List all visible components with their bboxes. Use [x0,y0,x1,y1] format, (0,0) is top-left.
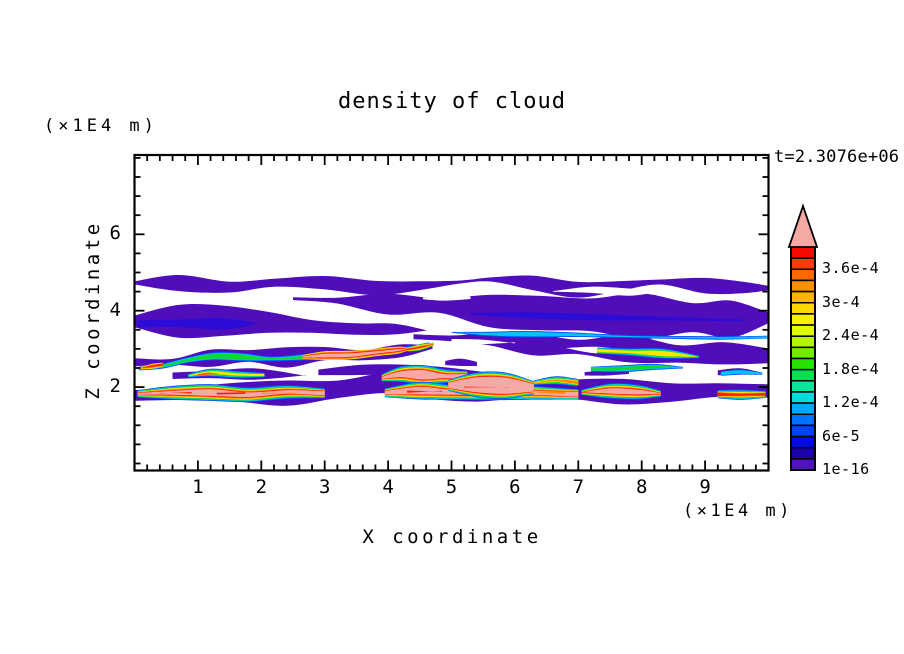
colorbar-label: 2.4e-4 [822,326,880,345]
x-tick-label: 8 [635,476,648,498]
contour-band [216,392,246,395]
x-axis-title: X coordinate [362,526,542,548]
contour-band [423,296,471,301]
contour-bands [134,274,769,406]
x-axis-unit-label: (×1E4 m) [683,501,793,521]
colorbar-segment [790,346,816,360]
colorbar-label: 3e-4 [822,292,861,311]
colorbar-segment [790,313,816,326]
x-tick-label: 1 [192,476,204,498]
contour-band [134,304,427,339]
colorbar [787,203,819,471]
colorbar-segment [790,302,816,315]
contour-band [302,348,408,358]
x-tick-label: 4 [382,476,394,498]
contour-band [464,386,509,388]
colorbar-segment [790,246,816,259]
colorbar-segment [790,402,816,416]
colorbar-overflow-arrow-icon [787,203,819,248]
contour-band [197,373,217,375]
contour-band [381,369,468,380]
contour-band [407,390,442,393]
contour-band [451,331,769,339]
colorbar-segment [790,268,816,282]
contour-band [552,286,655,296]
time-stamp-label: t=2.3076e+06 [774,147,900,167]
colorbar-segment [790,290,816,304]
contour-band [159,392,192,394]
colorbar-segment [790,391,816,404]
y-tick-label: 4 [109,298,121,321]
contour-band [134,274,769,298]
x-tick-label: 9 [699,476,711,498]
contour-band [261,392,300,394]
contour-band [140,363,163,369]
colorbar-segment [790,446,816,460]
y-tick-label: 6 [109,222,121,245]
contour-band [591,365,683,371]
plot-frame [133,153,770,472]
colorbar-segment [790,368,816,382]
contour-band [533,379,579,385]
colorbar-segment [790,324,816,337]
axis-ticks [135,156,768,470]
contour-band [581,388,661,395]
contour-band [521,391,566,394]
colorbar-segment [790,380,816,393]
colorbar-segment [790,458,816,471]
plot-title: density of cloud [338,89,566,114]
x-tick-label: 7 [572,476,585,498]
y-axis-unit-label: (×1E4 m) [44,116,158,136]
contour-band [188,371,265,377]
contour-band [445,358,477,367]
contour-band [137,318,259,330]
colorbar-segment [790,257,816,271]
x-tick-label: 5 [445,476,458,498]
x-tick-label: 3 [318,476,331,498]
contour-band [720,370,763,376]
colorbar-label: 1.8e-4 [822,359,880,378]
contour-band [138,342,430,370]
contour-band [407,344,434,351]
colorbar-segment [790,279,816,293]
colorbar-label: 6e-5 [822,426,861,445]
contour-band [448,376,534,394]
contour-band [451,339,515,344]
colorbar-segment [790,335,816,349]
colorbar-segment [790,424,816,438]
x-tick-label: 2 [255,476,268,498]
colorbar-segment [790,357,816,371]
colorbar-label: 3.6e-4 [822,259,880,278]
colorbar-label: 1.2e-4 [822,393,880,412]
colorbar-segment [790,435,816,449]
colorbar-segment [790,413,816,427]
x-tick-label: 6 [509,476,521,498]
contour-band [470,312,744,322]
colorbar-label: 1e-16 [822,460,870,478]
contour-band [138,342,430,371]
y-tick-label: 2 [109,375,121,398]
contour-band [717,392,766,396]
contour-band [597,349,699,357]
